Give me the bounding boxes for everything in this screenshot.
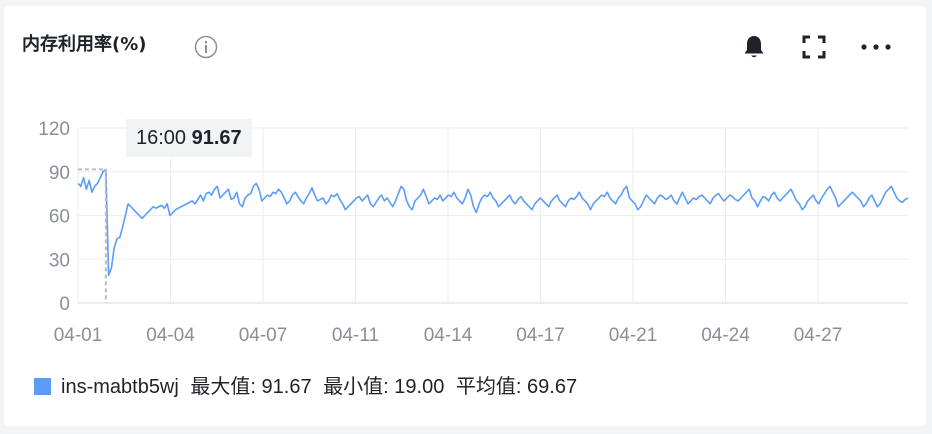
tooltip-time: 16:00 xyxy=(136,127,187,149)
x-tick-label: 04-07 xyxy=(239,325,288,346)
min-label: 最小值: xyxy=(323,376,389,398)
y-tick-label: 0 xyxy=(59,294,70,315)
x-tick-label: 04-17 xyxy=(516,325,565,346)
fullscreen-icon[interactable] xyxy=(800,33,828,61)
x-tick-label: 04-11 xyxy=(332,325,379,346)
max-value: 91.67 xyxy=(261,376,312,398)
legend-swatch[interactable] xyxy=(34,378,51,395)
series-line xyxy=(77,168,909,277)
info-icon[interactable] xyxy=(194,35,218,59)
y-tick-label: 120 xyxy=(38,119,70,140)
bell-icon[interactable] xyxy=(740,33,768,61)
min-value: 19.00 xyxy=(394,376,445,398)
x-tick-label: 04-01 xyxy=(54,325,103,346)
more-icon[interactable] xyxy=(858,33,894,61)
legend-series-name[interactable]: ins-mabtb5wj xyxy=(61,376,179,398)
max-label: 最大值: xyxy=(190,376,256,398)
x-tick-label: 04-14 xyxy=(424,325,473,346)
x-tick-label: 04-04 xyxy=(146,325,195,346)
x-tick-label: 04-21 xyxy=(609,325,658,346)
avg-value: 69.67 xyxy=(527,376,578,398)
y-tick-label: 90 xyxy=(49,163,70,184)
hover-tooltip: 16:00 91.67 xyxy=(126,119,252,157)
avg-label: 平均值: xyxy=(455,376,522,398)
x-tick-label: 04-27 xyxy=(794,325,843,346)
legend: ins-mabtb5wj 最大值: 91.67 最小值: 19.00 平均值: … xyxy=(34,374,577,400)
chart-title: 内存利用率(%) xyxy=(22,34,147,55)
x-tick-label: 04-24 xyxy=(701,325,750,346)
tooltip-value: 91.67 xyxy=(191,127,242,149)
y-tick-label: 30 xyxy=(49,250,70,271)
y-tick-label: 60 xyxy=(49,207,70,228)
